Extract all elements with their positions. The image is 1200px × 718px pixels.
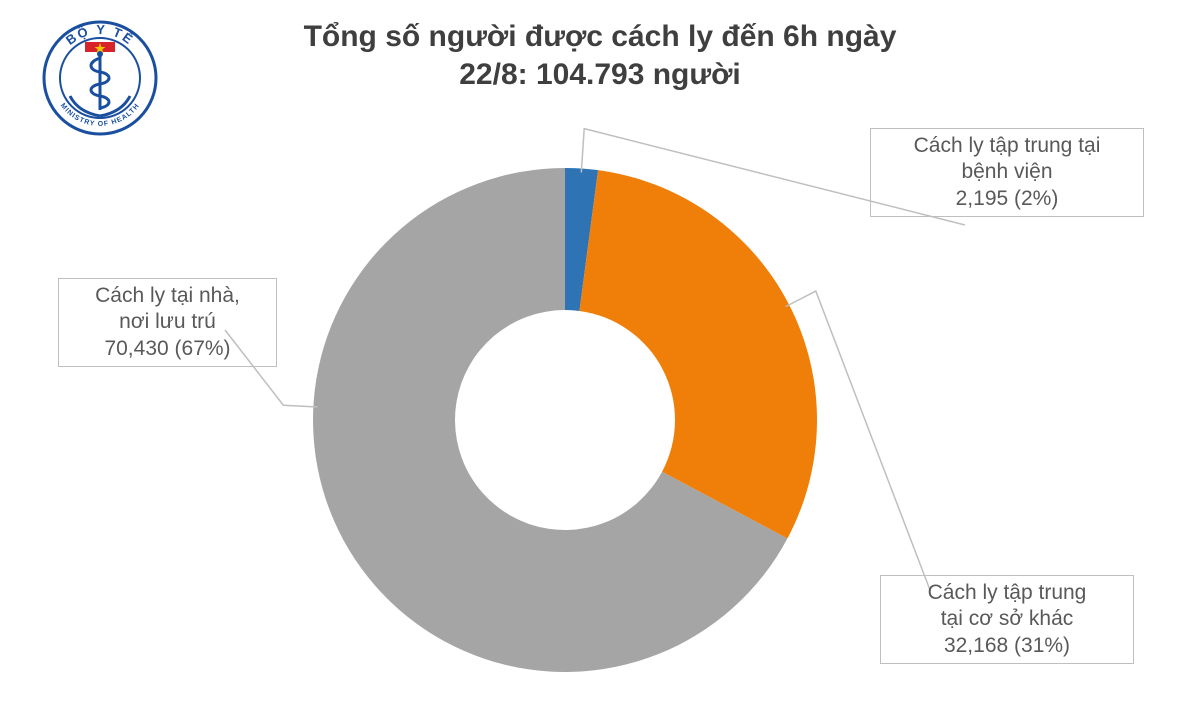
slice-label-hospital: Cách ly tập trung tại bệnh viện 2,195 (2… xyxy=(870,128,1144,217)
label-text: 32,168 (31%) xyxy=(887,633,1127,659)
slice-label-home: Cách ly tại nhà, nơi lưu trú 70,430 (67%… xyxy=(58,278,277,367)
donut-chart xyxy=(311,166,819,674)
title-line: Tổng số người được cách ly đến 6h ngày xyxy=(0,18,1200,56)
label-text: 70,430 (67%) xyxy=(65,336,270,362)
label-text: Cách ly tại nhà, xyxy=(65,283,270,309)
label-text: Cách ly tập trung tại xyxy=(877,133,1137,159)
donut-slice xyxy=(579,170,817,538)
label-text: nơi lưu trú xyxy=(65,309,270,335)
label-text: Cách ly tập trung xyxy=(887,580,1127,606)
slice-label-other: Cách ly tập trung tại cơ sở khác 32,168 … xyxy=(880,575,1134,664)
chart-container: BỘ Y TẾ MINISTRY OF HEALTH Tổng số người… xyxy=(0,0,1200,718)
label-text: tại cơ sở khác xyxy=(887,606,1127,632)
label-text: 2,195 (2%) xyxy=(877,186,1137,212)
label-text: bệnh viện xyxy=(877,159,1137,185)
title-line: 22/8: 104.793 người xyxy=(0,56,1200,94)
chart-title: Tổng số người được cách ly đến 6h ngày22… xyxy=(0,18,1200,93)
